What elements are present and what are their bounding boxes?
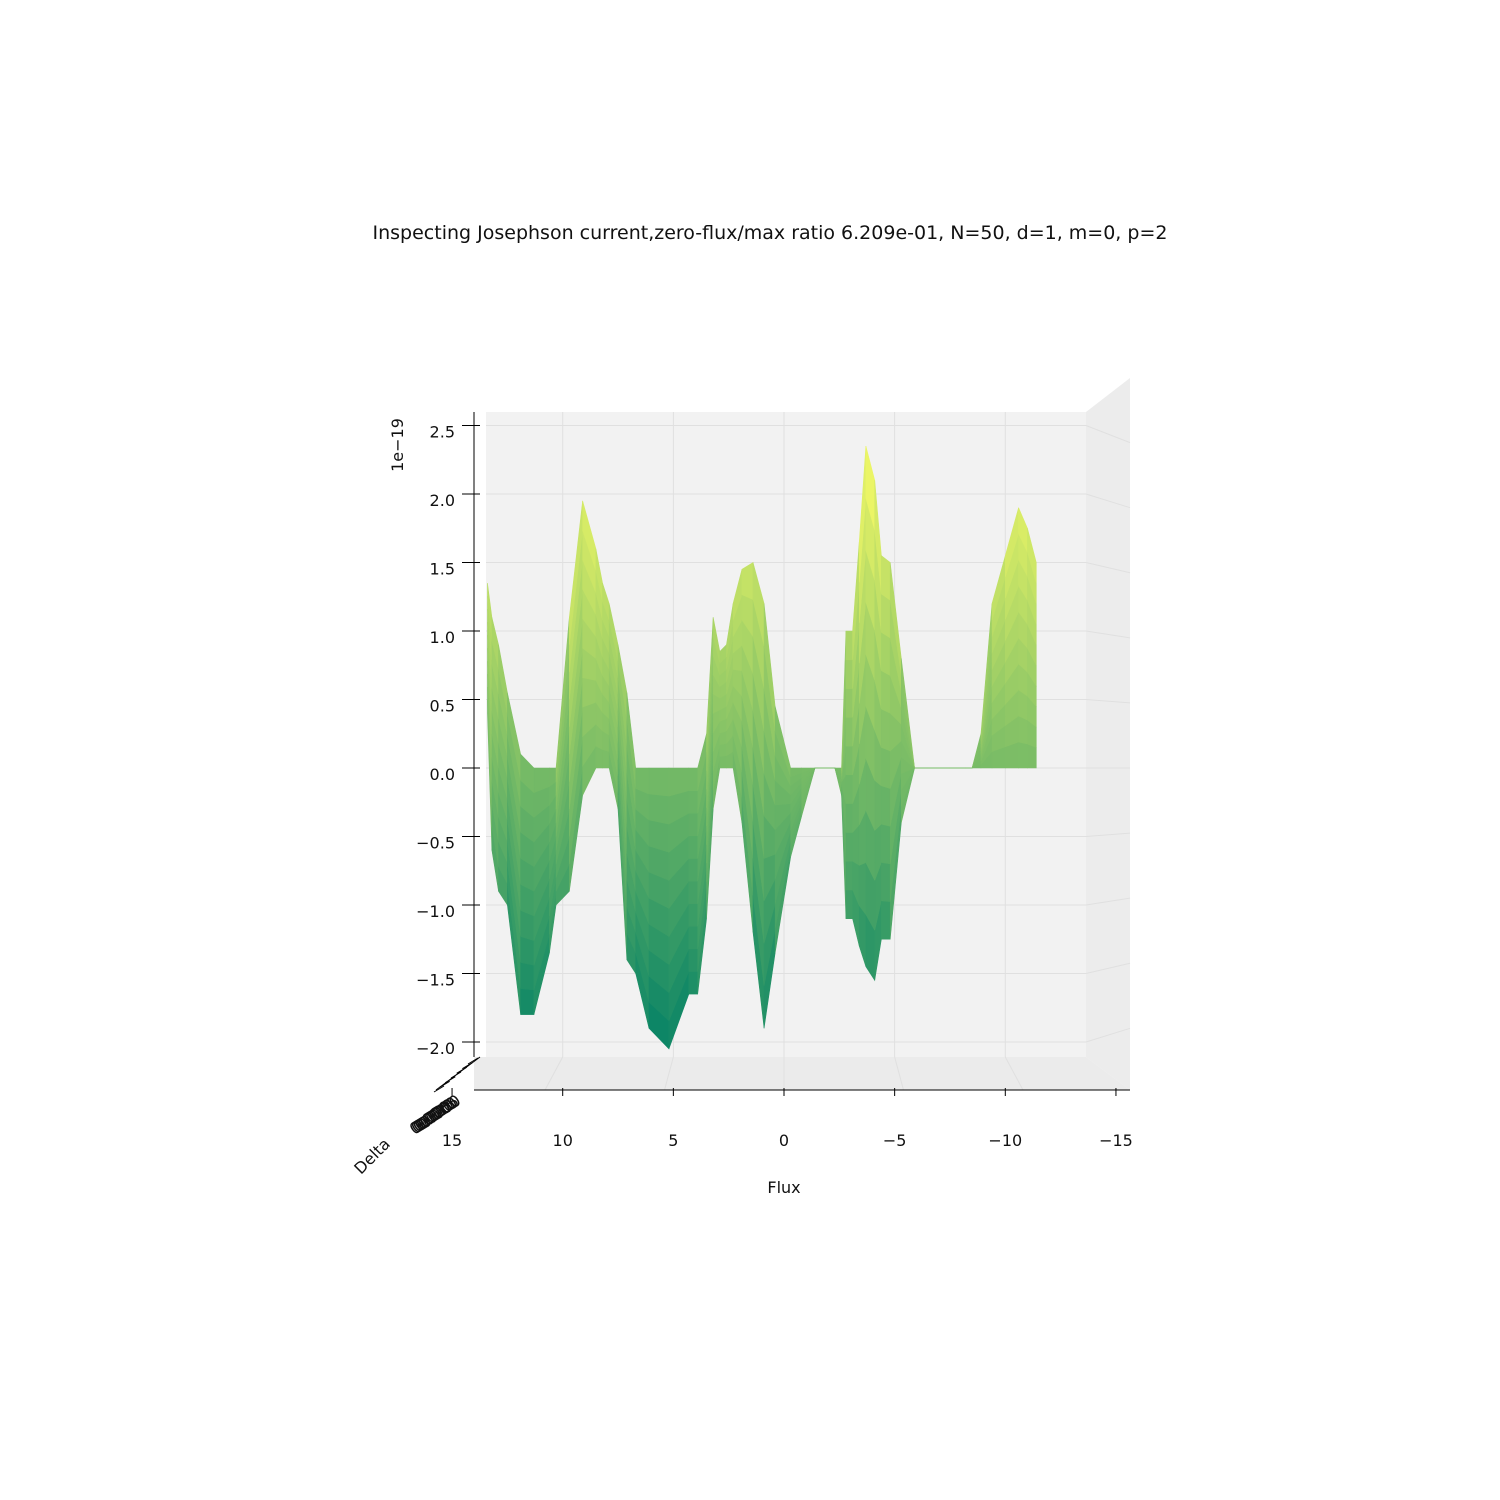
z-tick-label: 0.0 (430, 765, 455, 784)
surface-facet (845, 745, 853, 776)
y-tick (450, 1071, 462, 1079)
surface-facet (688, 812, 698, 837)
z-axis-offset-label: 1e−19 (388, 418, 407, 472)
x-axis-label: Flux (767, 1178, 800, 1197)
grid-line-side (1085, 425, 1131, 444)
surface-facet (1018, 715, 1028, 745)
surface-facet (648, 767, 670, 797)
surface-facet (688, 971, 698, 995)
z-tick-label: −0.5 (416, 834, 455, 853)
surface-plot (487, 445, 1037, 1050)
surface-facet (881, 708, 891, 752)
surface-facet (688, 903, 698, 927)
surface-facet (648, 793, 670, 825)
surface-facet (845, 659, 853, 689)
surface-facet (858, 862, 867, 916)
y-tick (462, 1062, 473, 1070)
grid-line-side (1085, 699, 1131, 704)
surface-facet (845, 832, 853, 862)
surface-facet (1027, 528, 1037, 584)
x-tick-label: 10 (553, 1131, 573, 1150)
z-tick-label: 2.0 (430, 491, 455, 510)
surface-facet (881, 670, 891, 714)
grid-line-floor (1004, 1056, 1024, 1091)
y-axis-label: Delta (350, 1134, 394, 1178)
surface-facet (688, 880, 698, 904)
grid-line-side (1085, 493, 1131, 509)
y-tick (439, 1080, 450, 1088)
surface-facet (881, 823, 891, 865)
surface-facet (719, 755, 727, 769)
surface-facet (881, 555, 891, 601)
surface-facet (801, 767, 816, 774)
z-tick-label: 2.5 (430, 423, 455, 442)
surface-facet (595, 745, 603, 769)
surface-facet (688, 835, 698, 859)
surface-facet (845, 889, 853, 920)
grid-line-floor (664, 1056, 674, 1091)
floor-pane (474, 1057, 1130, 1090)
x-tick-label: 15 (442, 1131, 462, 1150)
y-tick (467, 1057, 479, 1065)
surface-facet (845, 630, 853, 661)
surface-facet (688, 790, 698, 814)
x-tick-label: 5 (668, 1131, 678, 1150)
y-tick (445, 1076, 456, 1084)
grid-line-floor (544, 1056, 564, 1091)
surface-facet (874, 779, 882, 832)
surface-facet (845, 717, 853, 747)
surface-facet (602, 749, 610, 769)
surface-facet (881, 862, 891, 902)
surface-facet (881, 593, 891, 639)
surface-facet (688, 948, 698, 972)
surface-facet (845, 860, 853, 891)
z-tick-label: 1.5 (430, 560, 455, 579)
x-tick-label: −5 (883, 1131, 907, 1150)
grid-line-side (1085, 897, 1131, 906)
z-tick-label: −2.0 (416, 1039, 455, 1058)
surface-facet (741, 561, 754, 600)
grid-line-side (1085, 630, 1131, 639)
y-tick (433, 1085, 445, 1093)
surface-facet (582, 677, 597, 708)
surface-facet (688, 858, 698, 882)
z-tick-label: 0.5 (430, 697, 455, 716)
grid-line-side (1085, 562, 1131, 574)
surface-facet (881, 785, 891, 827)
surface-facet (688, 925, 698, 950)
z-tick-label: −1.5 (416, 971, 455, 990)
grid-line-side (1085, 1027, 1131, 1043)
grid-line-floor (894, 1056, 904, 1091)
surface-facet (845, 688, 853, 718)
grid-line-side (1085, 962, 1131, 974)
surface-facet (881, 631, 891, 677)
surface-facet (1027, 743, 1037, 769)
surface-facet (520, 962, 535, 991)
chart-title: Inspecting Josephson current,zero-flux/m… (373, 222, 1168, 244)
z-tick-label: 1.0 (430, 628, 455, 647)
x-tick-label: 0 (779, 1131, 789, 1150)
surface-facet (900, 658, 915, 769)
x-tick-label: −10 (988, 1131, 1022, 1150)
x-tick-label: −15 (1099, 1131, 1133, 1150)
surface-facet (520, 988, 535, 1015)
surface-facet (1018, 741, 1028, 769)
surface-facet (881, 747, 891, 789)
side-pane (1086, 378, 1130, 1090)
z-tick-label: −1.0 (416, 902, 455, 921)
surface-facet (845, 774, 853, 804)
grid-line-side (1085, 832, 1131, 837)
surface-facet (719, 742, 727, 757)
surface-facet (845, 803, 853, 833)
y-tick (456, 1066, 467, 1074)
surface-facet (688, 767, 698, 791)
surface-facet (520, 936, 535, 966)
surface-facet (881, 900, 891, 940)
